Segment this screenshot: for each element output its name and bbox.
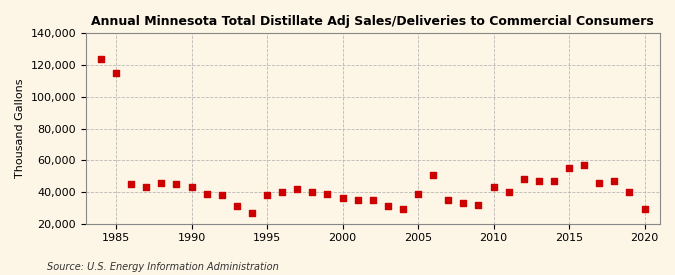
Point [564, 166, 574, 170]
Point [609, 179, 620, 183]
Point [383, 204, 394, 208]
Point [232, 204, 242, 208]
Point [473, 202, 484, 207]
Point [428, 172, 439, 177]
Title: Annual Minnesota Total Distillate Adj Sales/Deliveries to Commercial Consumers: Annual Minnesota Total Distillate Adj Sa… [91, 15, 654, 28]
Point [639, 207, 650, 212]
Point [367, 198, 378, 202]
Point [246, 210, 257, 215]
Point [338, 196, 348, 200]
Point [126, 182, 136, 186]
Point [488, 185, 499, 189]
Point [443, 198, 454, 202]
Point [322, 191, 333, 196]
Point [549, 179, 560, 183]
Point [398, 207, 408, 212]
Point [171, 182, 182, 186]
Point [186, 185, 197, 189]
Point [141, 185, 152, 189]
Point [201, 191, 212, 196]
Point [352, 198, 363, 202]
Point [533, 179, 544, 183]
Point [504, 190, 514, 194]
Point [292, 187, 302, 191]
Point [217, 193, 227, 197]
Point [96, 57, 107, 61]
Point [111, 71, 122, 75]
Y-axis label: Thousand Gallons: Thousand Gallons [15, 79, 25, 178]
Point [277, 190, 288, 194]
Point [307, 190, 318, 194]
Point [624, 190, 635, 194]
Point [458, 201, 468, 205]
Point [594, 180, 605, 185]
Text: Source: U.S. Energy Information Administration: Source: U.S. Energy Information Administ… [47, 262, 279, 272]
Point [518, 177, 529, 182]
Point [412, 191, 423, 196]
Point [156, 180, 167, 185]
Point [262, 193, 273, 197]
Point [578, 163, 589, 167]
